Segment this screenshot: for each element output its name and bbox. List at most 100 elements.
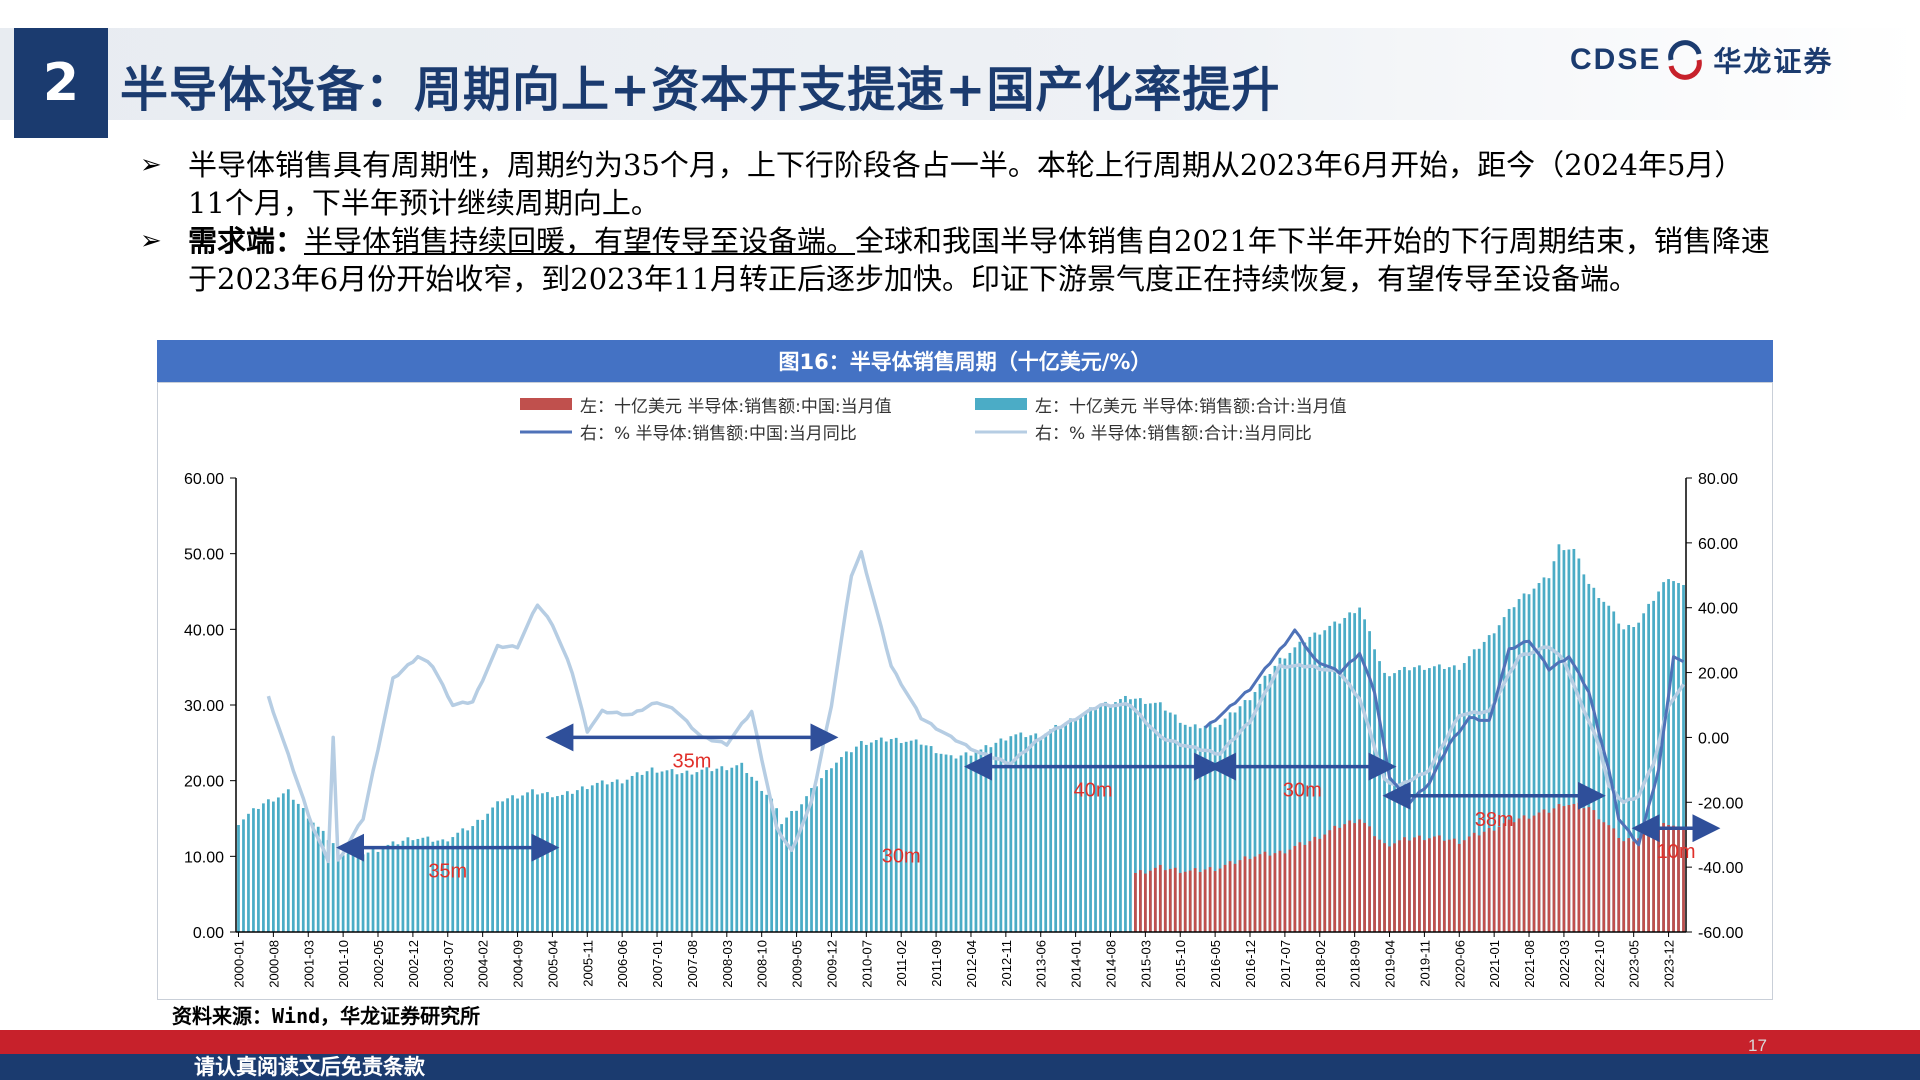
- bar-total-sales: [994, 742, 998, 932]
- bar-total-sales: [401, 840, 405, 932]
- bar-total-sales: [690, 774, 694, 932]
- bar-total-sales: [1258, 683, 1262, 932]
- bar-china-sales: [1383, 843, 1386, 932]
- bar-total-sales: [1243, 700, 1247, 932]
- bar-total-sales: [645, 771, 649, 932]
- footer-red-band: [0, 1030, 1920, 1054]
- bar-total-sales: [1567, 549, 1571, 932]
- bar-total-sales: [914, 739, 918, 932]
- x-tick-label: 2001-03: [301, 940, 316, 988]
- bar-china-sales: [1263, 851, 1267, 932]
- bar-total-sales: [1273, 665, 1277, 932]
- bar-total-sales: [242, 819, 245, 932]
- bar-china-sales: [1617, 837, 1621, 932]
- x-tick-label: 2015-03: [1138, 940, 1153, 988]
- bar-total-sales: [1497, 625, 1501, 932]
- bar-total-sales: [760, 790, 764, 932]
- bar-total-sales: [1637, 622, 1641, 932]
- bar-total-sales: [301, 808, 305, 932]
- y-left-tick-label: 60.00: [184, 471, 224, 488]
- bar-china-sales: [1273, 853, 1277, 932]
- bar-total-sales: [252, 808, 255, 932]
- bar-china-sales: [1238, 860, 1242, 932]
- bar-total-sales: [536, 794, 539, 932]
- bar-total-sales: [371, 849, 375, 932]
- bar-total-sales: [1632, 627, 1636, 932]
- cycle-label: 10m: [1657, 841, 1696, 863]
- bar-total-sales: [1213, 727, 1217, 932]
- x-tick-label: 2007-01: [650, 940, 665, 988]
- bar-china-sales: [1203, 869, 1207, 932]
- x-tick-label: 2004-09: [511, 940, 526, 988]
- bar-china-sales: [1213, 871, 1217, 932]
- bar-total-sales: [1268, 674, 1272, 932]
- bar-china-sales: [1647, 829, 1650, 932]
- bar-total-sales: [311, 822, 315, 932]
- bar-china-sales: [1338, 827, 1342, 932]
- bar-total-sales: [1148, 703, 1152, 932]
- legend-label: 左：十亿美元 半导体:销售额:中国:当月值: [580, 397, 892, 417]
- bar-total-sales: [1597, 598, 1601, 932]
- bar-total-sales: [1313, 632, 1317, 932]
- cycle-label: 38m: [1475, 809, 1514, 831]
- bar-china-sales: [1198, 872, 1202, 932]
- bar-china-sales: [1363, 822, 1366, 932]
- bar-total-sales: [346, 853, 350, 932]
- bar-total-sales: [1059, 726, 1063, 932]
- x-tick-label: 2016-12: [1243, 940, 1258, 988]
- bar-total-sales: [884, 741, 888, 932]
- bullet-item: ➢ 需求端：半导体销售持续回暖，有望传导至设备端。全球和我国半导体销售自2021…: [140, 222, 1780, 298]
- page-number: 17: [1748, 1036, 1767, 1055]
- y-right-tick-label: 40.00: [1698, 601, 1738, 618]
- x-tick-label: 2018-02: [1313, 940, 1328, 988]
- bar-china-sales: [1398, 840, 1401, 932]
- bar-total-sales: [556, 796, 559, 932]
- y-right-tick-label: -60.00: [1698, 925, 1743, 942]
- y-right-tick-label: 80.00: [1698, 471, 1738, 488]
- bar-total-sales: [411, 840, 415, 932]
- bar-china-sales: [1288, 849, 1292, 932]
- bar-china-sales: [1258, 854, 1262, 932]
- bar-total-sales: [1682, 584, 1685, 932]
- bar-total-sales: [750, 776, 754, 932]
- bar-total-sales: [496, 801, 499, 932]
- bar-total-sales: [326, 840, 330, 932]
- bar-total-sales: [1134, 698, 1137, 932]
- bar-total-sales: [466, 830, 470, 932]
- bar-china-sales: [1437, 835, 1441, 932]
- bar-china-sales: [1492, 830, 1496, 932]
- bar-total-sales: [421, 837, 425, 932]
- bar-total-sales: [825, 770, 828, 932]
- bar-total-sales: [755, 780, 759, 932]
- bar-total-sales: [1368, 631, 1371, 932]
- bar-total-sales: [1094, 709, 1097, 932]
- bar-china-sales: [1522, 815, 1526, 932]
- bar-china-sales: [1637, 838, 1641, 932]
- bar-china-sales: [1328, 830, 1332, 932]
- bar-total-sales: [1084, 711, 1087, 932]
- bar-total-sales: [815, 786, 818, 932]
- bar-total-sales: [859, 741, 863, 932]
- bar-total-sales: [471, 826, 475, 932]
- bar-total-sales: [1054, 724, 1058, 932]
- bar-total-sales: [700, 769, 704, 932]
- bar-total-sales: [506, 798, 509, 932]
- bar-total-sales: [1552, 561, 1556, 932]
- bar-china-sales: [1423, 840, 1426, 932]
- bar-china-sales: [1512, 822, 1516, 932]
- legend-label: 左：十亿美元 半导体:销售额:合计:当月值: [1035, 397, 1347, 417]
- bar-china-sales: [1168, 868, 1172, 932]
- bar-total-sales: [705, 767, 709, 932]
- bar-total-sales: [840, 757, 843, 932]
- bar-total-sales: [904, 741, 908, 932]
- bar-total-sales: [1099, 705, 1102, 932]
- bar-total-sales: [551, 797, 554, 932]
- bar-china-sales: [1537, 812, 1541, 932]
- bar-total-sales: [640, 774, 644, 932]
- bar-total-sales: [1672, 581, 1675, 932]
- x-tick-label: 2005-04: [545, 940, 560, 988]
- y-right-tick-label: -20.00: [1698, 795, 1743, 812]
- x-tick-label: 2002-12: [406, 940, 421, 988]
- bar-total-sales: [715, 768, 719, 932]
- bar-total-sales: [541, 793, 544, 932]
